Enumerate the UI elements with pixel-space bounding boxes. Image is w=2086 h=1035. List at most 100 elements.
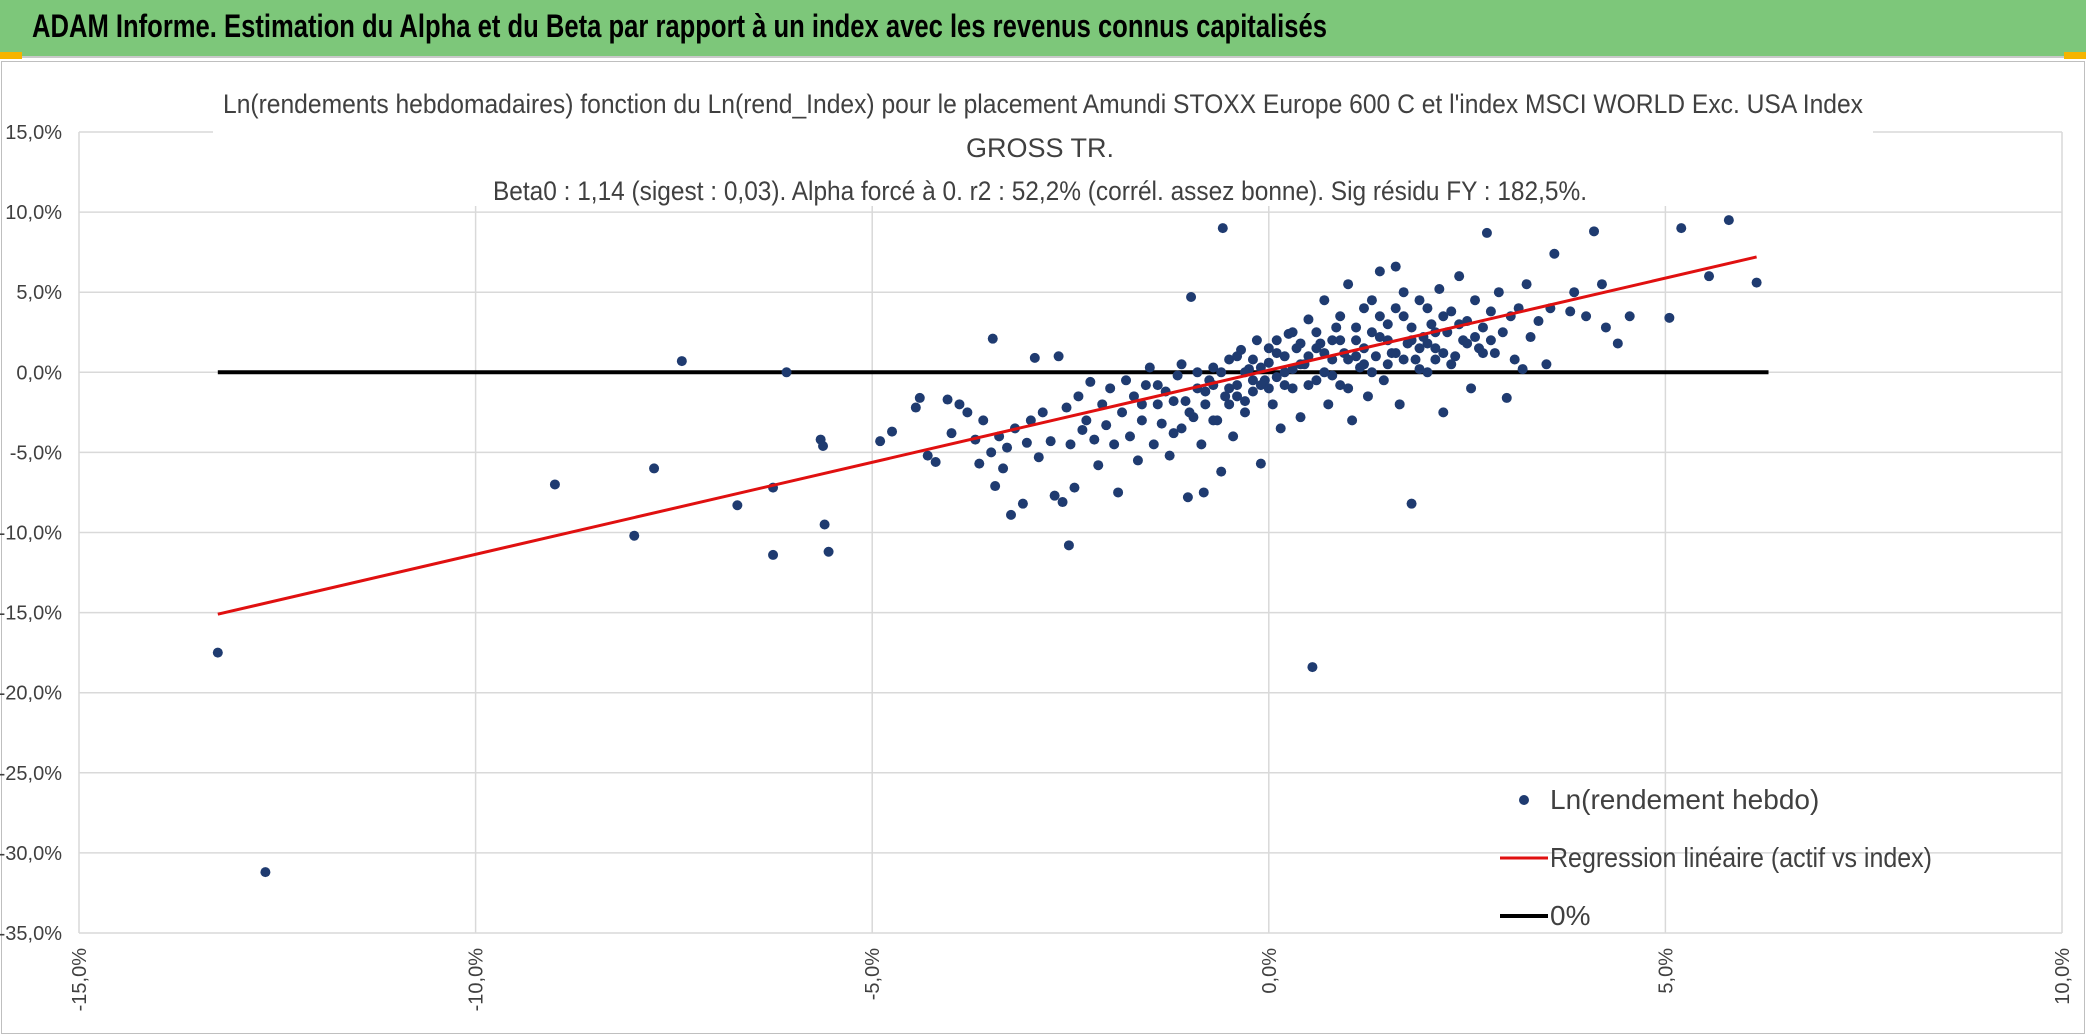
data-point [212, 647, 223, 658]
data-point [1136, 415, 1147, 426]
chart-title-line-3: Beta0 : 1,14 (sigest : 0,03). Alpha forc… [493, 176, 1587, 206]
data-point [1232, 391, 1243, 402]
data-point [1374, 311, 1385, 322]
data-point [1136, 399, 1147, 410]
chart-title-line-2: GROSS TR. [966, 133, 1114, 163]
data-point [1723, 215, 1734, 226]
data-point [1105, 383, 1116, 394]
data-point [1271, 372, 1282, 383]
data-point [1485, 335, 1496, 346]
data-point [1446, 359, 1457, 370]
data-point [1454, 271, 1465, 282]
data-point [1247, 354, 1258, 365]
data-point [1311, 343, 1322, 354]
data-point [1307, 662, 1318, 673]
data-point [1351, 335, 1362, 346]
data-point [1085, 376, 1096, 387]
data-point [914, 392, 925, 403]
data-points [212, 215, 1762, 878]
data-point [1335, 311, 1346, 322]
data-point [1109, 439, 1120, 450]
data-point [1224, 354, 1235, 365]
data-point [1414, 364, 1425, 375]
data-point [1180, 396, 1191, 407]
data-point [1232, 380, 1243, 391]
data-point [1422, 303, 1433, 314]
data-point [1565, 306, 1576, 317]
chart-title-background [213, 79, 1873, 206]
data-point [649, 463, 660, 474]
data-point [1477, 322, 1488, 333]
data-point [1216, 466, 1227, 477]
data-point [1124, 431, 1135, 442]
data-point [1255, 458, 1266, 469]
data-point [1481, 227, 1492, 238]
data-point [1394, 399, 1405, 410]
data-point [930, 457, 941, 468]
data-point [1101, 420, 1112, 431]
data-point [1434, 283, 1445, 294]
data-point [1017, 498, 1028, 509]
data-point [1198, 487, 1209, 498]
data-point [1053, 351, 1064, 362]
data-point [1624, 311, 1635, 322]
data-point [1152, 380, 1163, 391]
legend-label-regression: Regression linéaire (actif vs index) [1550, 842, 1932, 873]
data-point [942, 394, 953, 405]
data-point [1006, 509, 1017, 520]
data-point [1033, 452, 1044, 463]
data-point [1081, 415, 1092, 426]
report-title: ADAM Informe. Estimation du Alpha et du … [32, 8, 1327, 44]
data-point [629, 530, 640, 541]
x-tick-label: -15,0% [69, 948, 91, 1012]
data-point [781, 367, 792, 378]
y-tick-label: -25,0% [0, 763, 62, 785]
data-point [1140, 380, 1151, 391]
data-point [1422, 367, 1433, 378]
grid [78, 131, 2063, 934]
data-point [1073, 391, 1084, 402]
x-tick-label: 0,0% [1259, 948, 1281, 994]
data-point [1485, 306, 1496, 317]
data-point [1224, 399, 1235, 410]
data-point [910, 402, 921, 413]
data-point [1406, 498, 1417, 509]
data-point [1390, 303, 1401, 314]
data-point [1240, 407, 1251, 418]
corner-mark-right [2064, 52, 2086, 59]
data-point [1287, 383, 1298, 394]
data-point [1279, 367, 1290, 378]
data-point [1037, 407, 1048, 418]
y-tick-label: 15,0% [5, 122, 62, 144]
data-point [1200, 386, 1211, 397]
data-point [1406, 322, 1417, 333]
data-point [887, 426, 898, 437]
data-point [974, 458, 985, 469]
data-point [1176, 423, 1187, 434]
data-point [986, 447, 997, 458]
y-tick-label: -10,0% [0, 523, 62, 545]
data-point [1382, 359, 1393, 370]
data-point [1156, 418, 1167, 429]
data-point [1335, 380, 1346, 391]
data-point [1002, 442, 1013, 453]
data-point [1164, 450, 1175, 461]
data-point [1208, 362, 1219, 373]
data-point [1295, 412, 1306, 423]
data-point [1358, 359, 1369, 370]
data-point [1343, 279, 1354, 290]
data-point [1327, 370, 1338, 381]
data-point [1200, 399, 1211, 410]
data-point [1422, 338, 1433, 349]
data-point [549, 479, 560, 490]
data-point [1267, 399, 1278, 410]
data-point [1477, 348, 1488, 359]
data-point [1501, 392, 1512, 403]
y-tick-label: -5,0% [10, 442, 62, 464]
data-point [1311, 375, 1322, 386]
data-point [1049, 490, 1060, 501]
data-point [1362, 391, 1373, 402]
data-point [1612, 338, 1623, 349]
data-point [1351, 322, 1362, 333]
data-point [1255, 380, 1266, 391]
